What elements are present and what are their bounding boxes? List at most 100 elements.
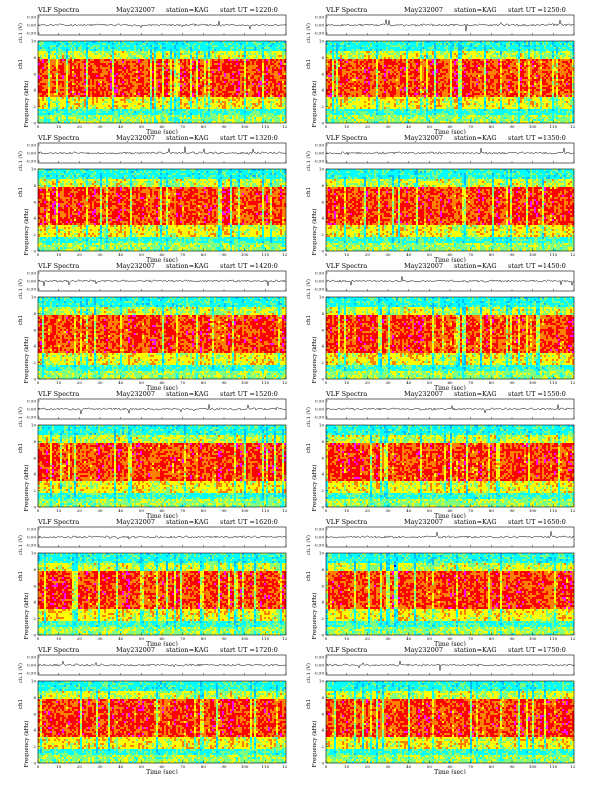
spectrogram-panel: VLF Spectra May232007 station=KAG start UT … [290, 390, 589, 520]
xtick-label: 80 [201, 252, 207, 257]
ylabel-channel: ch1 [18, 699, 24, 709]
panel-station: station=KAG [454, 518, 497, 526]
xtick-label: 110 [550, 636, 558, 641]
panel-start-time: start UT =1720:0 [220, 646, 278, 654]
panel-start-time: start UT =1220:0 [220, 6, 278, 14]
ytick-label: 6 [321, 711, 324, 716]
xtick-label: 70 [468, 764, 474, 769]
trace-ytick-label: 0.50 [27, 15, 36, 20]
ytick-label: 8 [321, 55, 324, 60]
ylabel-channel: ch1 [306, 315, 312, 325]
xtick-label: 100 [241, 124, 249, 129]
xtick-label: 110 [262, 124, 270, 129]
ytick-label: 0 [321, 761, 324, 766]
xtick-label: 110 [550, 380, 558, 385]
ylabel-channel: ch1 [18, 443, 24, 453]
ylabel-channel: ch1 [306, 443, 312, 453]
panel-station: station=KAG [166, 134, 209, 142]
xtick-label: 100 [529, 124, 537, 129]
panel-station: station=KAG [166, 518, 209, 526]
panel-station: station=KAG [454, 390, 497, 398]
xtick-label: 30 [385, 636, 391, 641]
spectrogram-panel: VLF Spectra May232007 station=KAG start UT … [290, 262, 589, 392]
xtick-label: 20 [77, 764, 83, 769]
spectrogram-panel: VLF Spectra May232007 station=KAG start UT … [2, 6, 301, 136]
xtick-label: 50 [427, 252, 433, 257]
ytick-label: 8 [33, 183, 36, 188]
xtick-label: 100 [529, 764, 537, 769]
ytick-label: 4 [321, 728, 324, 733]
xtick-label: 10 [56, 636, 62, 641]
panel-title: VLF Spectra [325, 518, 367, 526]
ytick-label: 4 [321, 472, 324, 477]
ytick-label: 4 [33, 344, 36, 349]
trace-line [325, 19, 575, 32]
trace-ytick-label: -0.50 [26, 543, 37, 548]
xtick-label: 10 [56, 124, 62, 129]
panel-start-time: start UT =1520:0 [220, 390, 278, 398]
xtick-label: 50 [139, 124, 145, 129]
xtick-label: 60 [159, 252, 165, 257]
xtick-label: 60 [159, 380, 165, 385]
xtick-label: 100 [529, 252, 537, 257]
panel-title: VLF Spectra [325, 6, 367, 14]
spectrogram-image [326, 553, 575, 636]
trace-ytick-label: 0.00 [315, 407, 324, 412]
ylabel-channel: ch1 [18, 187, 24, 197]
trace-ytick-label: -0.50 [314, 159, 325, 164]
trace-frame [325, 14, 575, 36]
xtick-label: 90 [221, 764, 227, 769]
spectrogram-svg: VLF Spectra May232007 station=KAG start UT … [17, 390, 301, 520]
ytick-label: 8 [33, 55, 36, 60]
xtick-label: 30 [97, 636, 103, 641]
xtick-label: 90 [509, 636, 515, 641]
xtick-label: 120 [282, 636, 287, 641]
xlabel-time: Time (sec) [146, 769, 178, 774]
panel-title: VLF Spectra [325, 134, 367, 142]
xtick-label: 50 [139, 380, 145, 385]
ytick-label: 10 [319, 423, 325, 428]
xtick-label: 120 [570, 636, 575, 641]
ylabel-frequency: Frequency (kHz) [23, 81, 30, 128]
panel-date: May232007 [116, 390, 155, 398]
panel-start-time: start UT =1250:0 [508, 6, 566, 14]
ytick-label: 10 [31, 39, 37, 44]
trace-ytick-label: 0.50 [315, 271, 324, 276]
xtick-label: 70 [468, 252, 474, 257]
xtick-label: 110 [262, 380, 270, 385]
ytick-label: 0 [33, 377, 36, 382]
panel-date: May232007 [116, 6, 155, 14]
xtick-label: 120 [282, 764, 287, 769]
spectrogram-image [38, 425, 287, 508]
xtick-label: 100 [529, 636, 537, 641]
xlabel-time: Time (sec) [434, 257, 466, 262]
trace-line [37, 146, 287, 155]
spectrogram-image [38, 297, 287, 380]
trace-ytick-label: 0.50 [27, 143, 36, 148]
xtick-label: 60 [447, 124, 453, 129]
trace-ytick-label: -0.50 [26, 159, 37, 164]
xtick-label: 50 [139, 636, 145, 641]
xtick-label: 0 [37, 252, 40, 257]
xtick-label: 50 [139, 252, 145, 257]
xtick-label: 30 [385, 764, 391, 769]
trace-line [37, 20, 287, 31]
xtick-label: 120 [570, 764, 575, 769]
spectrogram-image [38, 169, 287, 252]
panel-start-time: start UT =1650:0 [508, 518, 566, 526]
xlabel-time: Time (sec) [434, 641, 466, 646]
xtick-label: 90 [509, 508, 515, 513]
xtick-label: 80 [201, 636, 207, 641]
trace-ytick-label: -0.50 [314, 671, 325, 676]
ytick-label: 2 [33, 232, 36, 237]
xtick-label: 60 [159, 636, 165, 641]
xtick-label: 120 [282, 380, 287, 385]
xtick-label: 0 [325, 764, 328, 769]
xtick-label: 40 [406, 124, 412, 129]
panel-station: station=KAG [166, 390, 209, 398]
ytick-label: 2 [33, 744, 36, 749]
panel-title: VLF Spectra [325, 390, 367, 398]
xlabel-time: Time (sec) [434, 513, 466, 518]
panel-title: VLF Spectra [37, 134, 79, 142]
trace-frame [37, 526, 287, 548]
